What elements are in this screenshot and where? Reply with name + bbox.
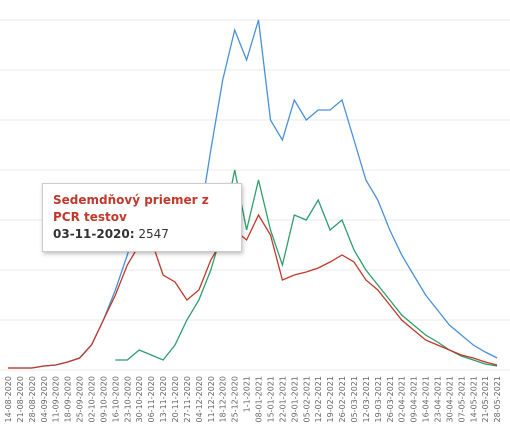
x-tick-label: 11-12-2020 xyxy=(207,376,216,423)
x-tick-label: 25-12-2020 xyxy=(231,376,240,423)
x-tick-label: 25-09-2020 xyxy=(76,376,85,423)
x-tick-label: 19-02-2021 xyxy=(326,376,335,423)
x-tick-label: 26-03-2021 xyxy=(386,376,395,423)
x-tick-label: 04-12-2020 xyxy=(195,376,204,423)
x-tick-label: 07-05-2021 xyxy=(457,376,466,423)
x-tick-label: 19-03-2021 xyxy=(374,376,383,423)
x-tick-label: 22-01-2021 xyxy=(278,376,287,423)
x-tick-label: 18-12-2020 xyxy=(219,376,228,423)
x-tick-label: 13-11-2020 xyxy=(159,376,168,423)
x-tick-label: 1-1-2021 xyxy=(243,376,252,412)
x-tick-label: 28-05-2021 xyxy=(493,376,502,423)
x-tick-label: 18-09-2020 xyxy=(64,376,73,423)
tooltip-date: 03-11-2020: xyxy=(53,227,135,241)
x-tick-label: 02-10-2020 xyxy=(88,376,97,423)
x-tick-label: 11-09-2020 xyxy=(52,376,61,423)
series-line xyxy=(8,213,498,369)
x-tick-label: 05-03-2021 xyxy=(350,376,359,423)
x-tick-label: 05-02-2021 xyxy=(302,376,311,423)
x-tick-label: 27-11-2020 xyxy=(183,376,192,423)
x-tick-label: 28-08-2020 xyxy=(28,376,37,423)
x-tick-label: 12-03-2021 xyxy=(362,376,371,423)
x-tick-label: 09-10-2020 xyxy=(99,376,108,423)
x-tick-label: 23-10-2020 xyxy=(123,376,132,423)
x-tick-label: 16-04-2021 xyxy=(422,376,431,423)
x-tick-label: 30-04-2021 xyxy=(445,376,454,423)
tooltip-title: Sedemdňový priemer z PCR testov xyxy=(53,193,209,224)
x-tick-label: 16-10-2020 xyxy=(111,376,120,423)
x-tick-label: 06-11-2020 xyxy=(147,376,156,423)
x-tick-label: 23-04-2021 xyxy=(433,376,442,423)
x-tick-label: 12-02-2021 xyxy=(314,376,323,423)
x-tick-label: 20-11-2020 xyxy=(171,376,180,423)
tooltip-value: 2547 xyxy=(138,227,169,241)
x-tick-label: 14-08-2020 xyxy=(4,376,13,423)
x-tick-label: 09-04-2021 xyxy=(410,376,419,423)
x-tick-label: 21-08-2020 xyxy=(16,376,25,423)
x-tick-label: 29-01-2021 xyxy=(290,376,299,423)
x-tick-label: 30-10-2020 xyxy=(135,376,144,423)
x-tick-label: 15-01-2021 xyxy=(266,376,275,423)
x-tick-label: 14-05-2021 xyxy=(469,376,478,423)
x-tick-label: 08-01-2021 xyxy=(255,376,264,423)
x-tick-label: 26-02-2021 xyxy=(338,376,347,423)
series-line xyxy=(115,169,498,367)
tooltip: Sedemdňový priemer z PCR testov 03-11-20… xyxy=(42,183,242,252)
x-tick-label: 02-04-2021 xyxy=(398,376,407,423)
x-tick-label: 04-09-2020 xyxy=(40,376,49,423)
x-tick-label: 21-05-2021 xyxy=(481,376,490,423)
